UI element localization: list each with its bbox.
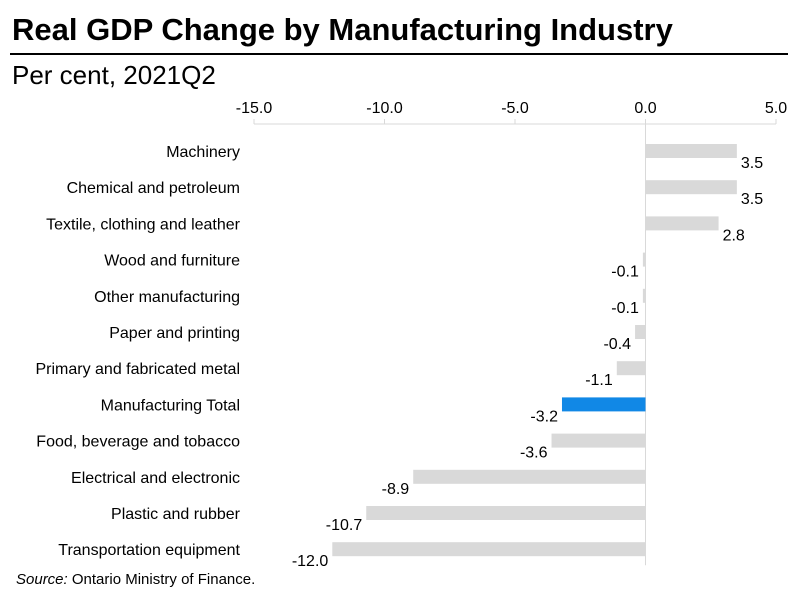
bar-other-manufacturing	[642, 288, 646, 303]
bar-plastic-and-rubber	[366, 506, 646, 520]
value-labels: 3.5 3.5 2.8 -0.1 -0.1 -0.4 -1.1 -3.2 -3.6 -8.9 -10…	[292, 155, 763, 570]
value-label-chemical-and-petroleum: 3.5	[741, 191, 763, 208]
category-label-textile-clothing-and-leather: Textile, clothing and leather	[46, 216, 241, 233]
category-label-paper-and-printing: Paper and printing	[109, 325, 240, 342]
category-label-transportation-equipment: Transportation equipment	[58, 542, 240, 559]
source-label: Source:	[16, 571, 68, 588]
x-tick-label: 0.0	[634, 100, 656, 117]
value-label-transportation-equipment: -12.0	[292, 553, 329, 570]
category-label-food-beverage-and-tobacco: Food, beverage and tobacco	[36, 434, 240, 451]
bar-manufacturing-total	[561, 397, 646, 412]
bar-chemical-and-petroleum	[645, 180, 737, 195]
x-tick-label: -5.0	[501, 100, 529, 117]
value-label-wood-and-furniture: -0.1	[611, 264, 639, 281]
value-label-other-manufacturing: -0.1	[611, 300, 639, 317]
x-axis: -15.0 -10.0 -5.0 0.0 5.0	[236, 100, 787, 566]
category-label-chemical-and-petroleum: Chemical and petroleum	[67, 180, 240, 197]
value-label-electrical-and-electronic: -8.9	[382, 481, 410, 498]
bar-machinery	[645, 144, 737, 158]
chart-title: Real GDP Change by Manufacturing Industr…	[12, 12, 673, 47]
value-label-primary-and-fabricated-metal: -1.1	[585, 372, 613, 389]
value-label-machinery: 3.5	[741, 155, 763, 172]
category-label-wood-and-furniture: Wood and furniture	[104, 253, 240, 270]
category-label-manufacturing-total: Manufacturing Total	[101, 397, 240, 414]
bars	[332, 144, 737, 557]
category-label-primary-and-fabricated-metal: Primary and fabricated metal	[35, 361, 240, 378]
category-label-electrical-and-electronic: Electrical and electronic	[71, 470, 240, 487]
bar-primary-and-fabricated-metal	[616, 361, 646, 376]
bar-food-beverage-and-tobacco	[551, 433, 646, 448]
bar-wood-and-furniture	[642, 252, 646, 267]
source-note: Source: Ontario Ministry of Finance.	[16, 571, 255, 588]
value-label-plastic-and-rubber: -10.7	[326, 517, 363, 534]
title-divider	[10, 53, 788, 55]
value-label-manufacturing-total: -3.2	[530, 408, 558, 425]
category-labels: Machinery Chemical and petroleum Textile, …	[35, 144, 240, 559]
category-label-other-manufacturing: Other manufacturing	[94, 289, 240, 306]
x-tick-label: -15.0	[236, 100, 273, 117]
bar-textile-clothing-and-leather	[645, 216, 719, 231]
source-text: Ontario Ministry of Finance.	[71, 571, 256, 588]
chart-subtitle: Per cent, 2021Q2	[12, 60, 216, 90]
value-label-paper-and-printing: -0.4	[603, 336, 631, 353]
category-label-plastic-and-rubber: Plastic and rubber	[111, 506, 241, 523]
value-label-food-beverage-and-tobacco: -3.6	[520, 445, 548, 462]
category-label-machinery: Machinery	[166, 144, 240, 161]
value-label-textile-clothing-and-leather: 2.8	[723, 227, 745, 244]
bar-electrical-and-electronic	[413, 469, 646, 484]
x-tick-label: 5.0	[765, 100, 787, 117]
bar-paper-and-printing	[635, 325, 646, 339]
x-tick-label: -10.0	[366, 100, 403, 117]
bar-transportation-equipment	[332, 542, 646, 557]
